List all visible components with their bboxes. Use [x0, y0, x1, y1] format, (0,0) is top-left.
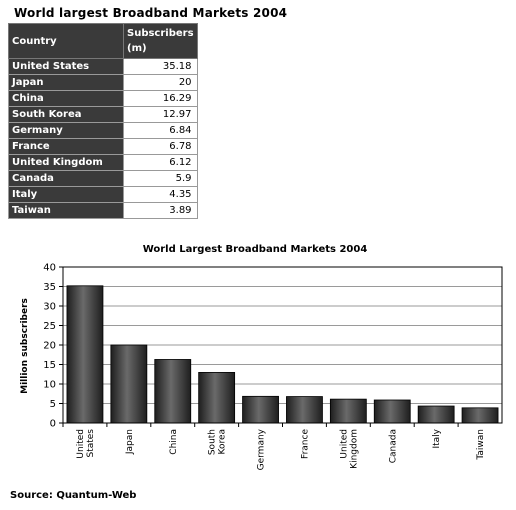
bar-chart: World Largest Broadband Markets 2004 Mil… [20, 244, 503, 470]
bar-canada [373, 399, 411, 424]
bar-germany [242, 395, 279, 424]
country-cell: Japan [8, 74, 124, 91]
value-cell: 5.9 [123, 170, 198, 187]
table-row: Taiwan 3.89 [8, 202, 198, 219]
bar-france [286, 396, 323, 424]
value-cell: 12.97 [123, 106, 198, 123]
x-tick-label: France [300, 429, 310, 459]
table-row: Canada 5.9 [8, 170, 198, 187]
bar-japan [110, 344, 148, 424]
value-cell: 20 [123, 74, 198, 91]
bar-china [154, 359, 192, 424]
country-cell: Canada [8, 170, 124, 187]
value-cell: 6.78 [123, 138, 198, 155]
broadband-table: Country Subscribers (m) United States 35.… [8, 23, 198, 219]
y-tick-label: 15 [43, 360, 56, 371]
x-tick-label: UnitedStates [76, 429, 96, 459]
y-axis-label: Million subscribers [20, 298, 30, 394]
x-tick-label: China [169, 429, 179, 455]
table-row: France 6.78 [8, 138, 198, 155]
x-tick-label: UnitedKingdom [339, 429, 359, 469]
header-subscribers: Subscribers (m) [123, 23, 198, 59]
value-cell: 4.35 [123, 186, 198, 203]
y-tick-label: 20 [43, 341, 56, 352]
table-row: United Kingdom 6.12 [8, 154, 198, 171]
source-note: Source: Quantum-Web [10, 490, 137, 501]
value-cell: 3.89 [123, 202, 198, 219]
y-tick-label: 0 [50, 419, 56, 430]
table-row: South Korea 12.97 [8, 106, 198, 123]
bar-united-kingdom [329, 398, 367, 424]
x-tick-label: SouthKorea [208, 429, 228, 455]
country-cell: South Korea [8, 106, 124, 123]
country-cell: Germany [8, 122, 124, 139]
value-cell: 35.18 [123, 58, 198, 75]
x-tick-label: Japan [125, 429, 135, 455]
country-cell: China [8, 90, 124, 107]
bar-taiwan [461, 407, 499, 424]
y-tick-label: 30 [43, 302, 56, 313]
y-tick-label: 5 [50, 399, 56, 410]
y-tick-label: 10 [43, 380, 56, 391]
table-row: China 16.29 [8, 90, 198, 107]
country-cell: France [8, 138, 124, 155]
chart-title: World Largest Broadband Markets 2004 [143, 244, 368, 255]
country-cell: United Kingdom [8, 154, 124, 171]
country-cell: Italy [8, 186, 124, 203]
y-tick-label: 35 [43, 282, 56, 293]
y-tick-label: 40 [43, 263, 56, 274]
x-tick-label: Germany [257, 428, 267, 470]
table-row: United States 35.18 [8, 58, 198, 75]
x-tick-label: Taiwan [476, 429, 486, 461]
value-cell: 16.29 [123, 90, 198, 107]
table-row: Germany 6.84 [8, 122, 198, 139]
x-tick-label: Canada [388, 429, 398, 463]
table-row: Japan 20 [8, 74, 198, 91]
bar-united-states [66, 285, 104, 424]
x-tick-label: Italy [432, 428, 442, 448]
country-cell: Taiwan [8, 202, 124, 219]
value-cell: 6.84 [123, 122, 198, 139]
page-title: World largest Broadband Markets 2004 [14, 6, 288, 20]
table-row: Italy 4.35 [8, 186, 198, 203]
bar-italy [417, 405, 455, 424]
header-country: Country [8, 23, 124, 59]
country-cell: United States [8, 58, 124, 75]
value-cell: 6.12 [123, 154, 198, 171]
table-header-row: Country Subscribers (m) [8, 23, 198, 59]
y-tick-label: 25 [43, 321, 56, 332]
bar-south-korea [198, 372, 236, 424]
